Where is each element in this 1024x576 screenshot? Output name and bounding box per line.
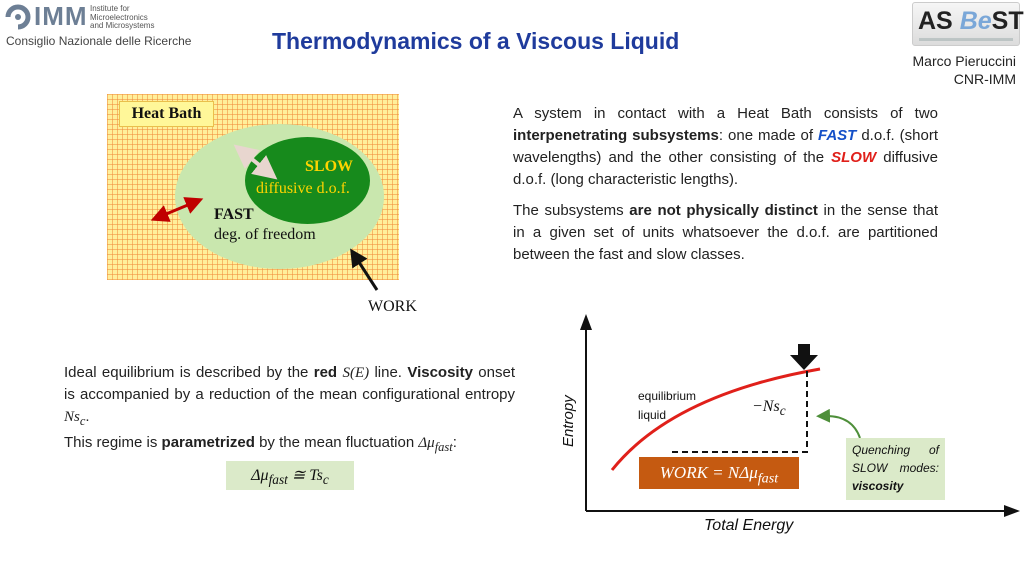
x-axis-label: Total Energy (704, 517, 794, 534)
p3-math-nsc-sub: c (79, 414, 86, 428)
p1-text-4: diffusive d.o.f. (long characteristic le… (513, 149, 938, 188)
asbest-logo: AS BeST (912, 2, 1024, 46)
quenching-note-box: Quenching of SLOW modes: viscosity (846, 438, 945, 500)
p1-text-2: : one made of (718, 127, 818, 144)
p2-text-1: The subsystems (513, 202, 630, 219)
work-formula-box: WORK = NΔμfast (639, 457, 799, 489)
imm-logo: IMM Institute for Microelectronics and M… (4, 1, 194, 48)
p1-bold-1: interpenetrating subsystems (513, 127, 719, 144)
author-name: Marco Pieruccini (912, 53, 1016, 69)
fast-label: FAST (214, 206, 254, 223)
quench-pointer-arrow-icon (816, 408, 861, 439)
author-block: Marco Pieruccini CNR-IMM (913, 52, 1016, 88)
quench-bold: viscosity (852, 479, 904, 493)
p2-text-2: in the sense that in a given set of unit… (513, 202, 938, 263)
p3-text-6: by the mean fluctuation (254, 434, 419, 451)
y-axis-label: Entropy (560, 395, 577, 447)
quench-text: Quenching of SLOW modes: (852, 443, 939, 475)
asbest-part-3: ST (991, 7, 1024, 35)
formula-relation: ≅ (287, 467, 310, 484)
asbest-part-2: Be (959, 7, 992, 35)
equilibrium-entropy-curve (610, 367, 821, 471)
fast-sublabel: deg. of freedom (214, 226, 316, 243)
p3-bold-viscosity: Viscosity (407, 364, 473, 381)
asbest-part-1: AS (918, 7, 960, 35)
cnr-name: Consiglio Nazionale delle Ricerche (6, 34, 192, 48)
p3-math-dmu-base: Δμ (418, 435, 435, 451)
imm-logo-mark-icon (5, 4, 31, 30)
p3-text-7: : (452, 434, 457, 451)
page-title: Thermodynamics of a Viscous Liquid (272, 28, 680, 54)
p1-fast-word: FAST (818, 127, 857, 144)
paragraph-not-distinct: The subsystems are not physically distin… (513, 200, 938, 266)
work-box-base: WORK = NΔμ (659, 463, 758, 482)
p1-slow-word: SLOW (831, 149, 877, 166)
nsc-sub: c (779, 403, 786, 419)
p3-text-4: . (85, 408, 90, 425)
down-arrow-icon (790, 344, 818, 370)
p1-text-3: d.o.f. (short wavelengths) and the other… (513, 127, 938, 166)
p3-math-nsc-base: Ns (64, 409, 80, 425)
p3-text-5: This regime is (64, 434, 162, 451)
work-label: WORK (368, 298, 417, 315)
curve-label-line-1: equilibrium (638, 389, 697, 403)
p3-text-1: Ideal equilibrium is described by the (64, 364, 314, 381)
heat-bath-label: Heat Bath (119, 101, 214, 127)
imm-institute-line-1: Institute for (90, 4, 130, 13)
paragraph-subsystems: A system in contact with a Heat Bath con… (513, 103, 938, 191)
p1-text-1: A system in contact with a Heat Bath con… (513, 105, 938, 122)
p3-math-nsc: Nsc (64, 409, 86, 428)
formula-rhs-sub: c (322, 472, 329, 488)
formula-rhs: Ts (309, 467, 323, 484)
nsc-label: −Nsc (752, 398, 786, 419)
quench-path-dashed (671, 371, 808, 453)
formula-lhs: Δμ (251, 467, 269, 484)
asbest-logo-tagline (919, 38, 1013, 41)
curve-label-line-2: liquid (638, 408, 667, 422)
p3-bold-parametrized: parametrized (161, 434, 255, 451)
curve-label: equilibrium liquid (638, 387, 696, 425)
imm-institute-line-3: and Microsystems (90, 21, 155, 30)
imm-logo-acronym: IMM (34, 1, 88, 31)
imm-logo-institute: Institute for Microelectronics and Micro… (90, 4, 170, 31)
imm-institute-line-2: Microelectronics (90, 12, 148, 22)
p3-text-3: onset is accompanied by a reduction of t… (64, 364, 515, 403)
nsc-base: −Ns (752, 398, 780, 415)
p2-bold-1: are not physically distinct (629, 202, 818, 219)
asbest-logo-text: AS BeST (918, 7, 1024, 36)
formula-box: Δμfast ≅ Tsc (226, 461, 354, 490)
slow-sublabel: diffusive d.o.f. (256, 180, 350, 197)
p3-math-dmu: Δμfast (418, 435, 453, 454)
p3-bold-red: red (313, 364, 338, 381)
slow-label: SLOW (305, 158, 354, 175)
author-affiliation: CNR-IMM (953, 71, 1016, 87)
p3-text-2: line. (369, 364, 408, 381)
formula-lhs-sub: fast (268, 472, 288, 488)
p3-math-se: S(E) (342, 365, 370, 381)
p3-math-dmu-sub: fast (434, 440, 453, 454)
paragraph-equilibrium: Ideal equilibrium is described by the re… (64, 362, 515, 458)
work-box-sub: fast (757, 470, 779, 487)
